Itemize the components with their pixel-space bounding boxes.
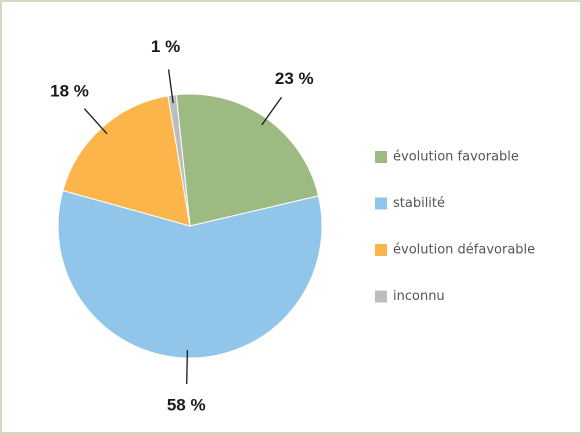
- data-label: 58 %: [167, 395, 206, 414]
- data-label: 23 %: [275, 69, 314, 88]
- leader-line: [167, 69, 174, 104]
- legend-label: évolution défavorable: [393, 243, 535, 258]
- leader-line: [261, 96, 283, 126]
- legend-swatch: [375, 244, 387, 256]
- leader-line: [186, 349, 189, 384]
- legend-swatch: [375, 290, 387, 303]
- legend-label: stabilité: [393, 196, 445, 211]
- legend-swatch: [375, 197, 387, 210]
- leader-line: [83, 108, 108, 135]
- legend-label: évolution favorable: [393, 150, 519, 165]
- legend-swatch: [375, 151, 387, 163]
- data-label: 1 %: [151, 37, 180, 56]
- legend-label: inconnu: [393, 289, 445, 304]
- data-label: 18 %: [50, 82, 89, 101]
